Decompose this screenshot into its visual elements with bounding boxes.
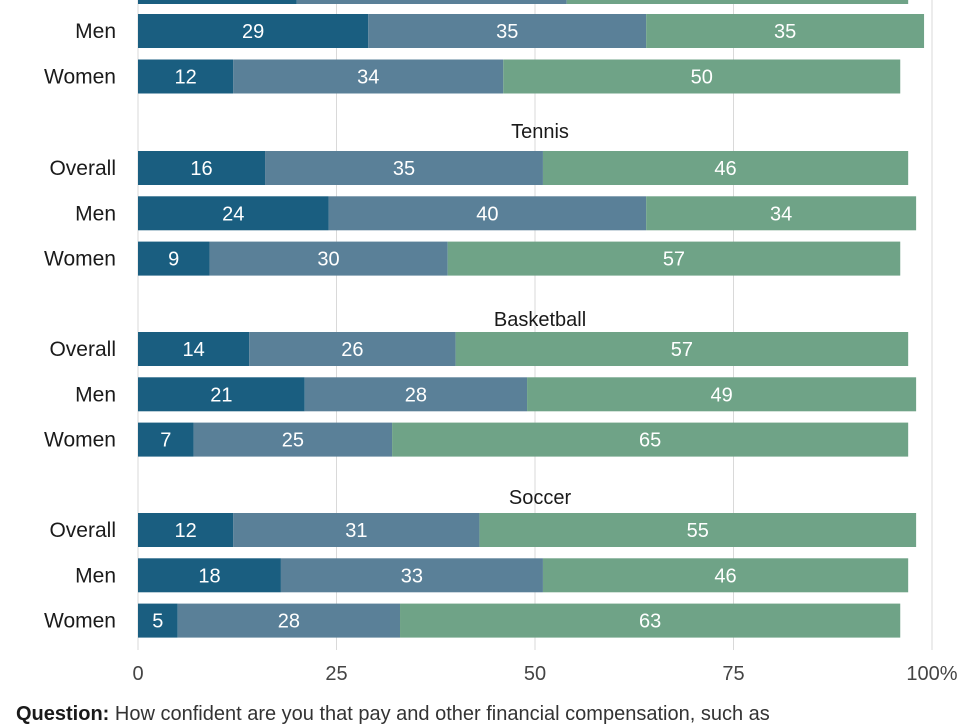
bar-segment-not-confident [138,513,234,547]
question-footnote: Question: How confident are you that pay… [16,703,966,726]
bar-value-label: 33 [401,565,423,587]
bar-value-label: 49 [710,384,732,406]
row-label: Women [44,429,116,452]
bar-value-label: 40 [476,203,498,225]
bar-segment-somewhat-confident [368,14,647,48]
bar-value-label: 35 [496,21,518,43]
bar-segment-somewhat-confident [304,377,528,412]
bar-segment-very-confident [455,332,909,366]
bar-segment-somewhat-confident [233,513,480,547]
x-tick-label: 0 [132,663,143,685]
row-label: Overall [49,519,116,542]
row-label: Women [44,66,116,89]
question-label: Question: [16,703,110,725]
bar-value-label: 7 [160,430,171,452]
bar-segment-somewhat-confident [177,603,401,638]
bar-segment-very-confident [447,241,901,276]
bar-segment-not-confident [138,603,178,638]
row-label: Men [75,383,116,406]
bar-value-label: 12 [175,520,197,542]
bar-segment-somewhat-confident [265,151,543,185]
bar-segment-very-confident [646,196,917,231]
bar-value-label: 28 [278,611,300,633]
row-label: Overall [49,157,116,180]
bar-segment-somewhat-confident [280,558,543,593]
bar-segment-somewhat-confident [249,332,456,366]
bar-value-label: 30 [317,249,339,271]
bar-segment-very-confident [542,151,909,185]
bar-segment-not-confident [138,151,266,185]
bar-segment-not-confident [138,241,210,276]
row-label: Women [44,248,116,271]
bar-value-label: 34 [770,203,792,225]
bar-segment-very-confident [400,603,901,638]
bar-segment-very-confident [503,59,901,94]
bar-value-label: 57 [671,339,693,361]
bar-value-label: 46 [714,565,736,587]
bar-value-label: 57 [663,249,685,271]
bar-value-label: 35 [393,158,415,180]
bar-segment-not-confident [138,59,234,94]
row-label: Men [75,202,116,225]
bar-segment-not-confident [138,332,250,366]
bar-segment-very-confident [646,14,925,48]
group-title: Tennis [511,121,569,143]
bar-value-label: 34 [357,67,379,89]
bar-segment-very-confident [566,0,909,4]
bar-value-label: 14 [182,339,204,361]
bar-value-label: 16 [190,158,212,180]
row-label: Overall [49,338,116,361]
bar-segment-very-confident [479,513,917,547]
bar-segment-somewhat-confident [296,0,567,4]
bar-value-label: 21 [210,384,232,406]
bar-value-label: 31 [345,520,367,542]
bar-segment-not-confident [138,377,305,412]
bar-value-label: 5 [152,611,163,633]
bar-value-label: 18 [198,565,220,587]
bar-segment-not-confident [138,422,194,457]
row-label: Men [75,564,116,587]
bar-segment-not-confident [138,558,281,593]
bar-value-label: 35 [774,21,796,43]
row-label: Women [44,610,116,633]
bar-segment-very-confident [527,377,917,412]
bar-segment-not-confident [138,196,329,231]
bar-value-label: 50 [691,67,713,89]
group-title: Soccer [509,487,572,509]
bar-value-label: 24 [222,203,244,225]
bar-value-label: 12 [175,67,197,89]
bar-value-label: 25 [282,430,304,452]
bar-value-label: 28 [405,384,427,406]
x-tick-label: 50 [524,663,546,685]
x-tick-label: 25 [325,663,347,685]
bar-value-label: 65 [639,430,661,452]
bar-segment-very-confident [542,558,909,593]
bar-value-label: 29 [242,21,264,43]
bar-segment-somewhat-confident [233,59,504,94]
row-label: Men [75,20,116,43]
bar-segment-somewhat-confident [209,241,448,276]
question-text: How confident are you that pay and other… [109,703,770,725]
bar-segment-very-confident [392,422,909,457]
group-title: Basketball [494,309,586,331]
bar-value-label: 55 [687,520,709,542]
x-tick-label: 100% [906,663,957,685]
bar-segment-not-confident [138,14,369,48]
bar-value-label: 63 [639,611,661,633]
bar-segment-somewhat-confident [328,196,647,231]
bar-value-label: 9 [168,249,179,271]
bar-segment-somewhat-confident [193,422,393,457]
bar-value-label: 26 [341,339,363,361]
bar-value-label: 46 [714,158,736,180]
x-tick-label: 75 [722,663,744,685]
bar-segment-not-confident [138,0,297,4]
